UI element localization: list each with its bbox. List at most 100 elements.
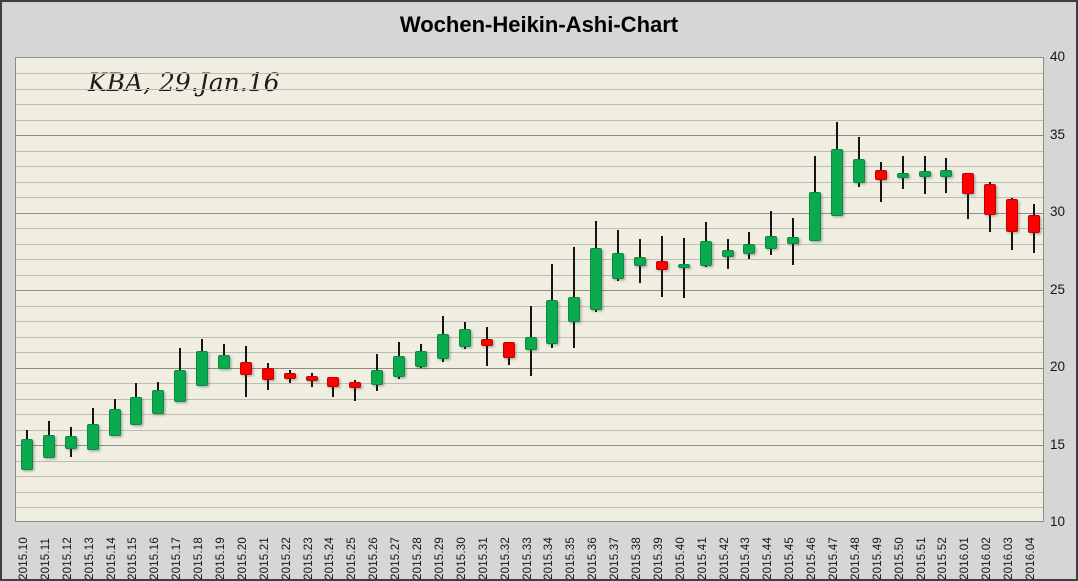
y-tick-label: 15 (1050, 436, 1066, 452)
x-tick-label: 2015.26 (368, 537, 381, 580)
gridline-minor (16, 274, 1043, 276)
candle-body-down (239, 361, 252, 375)
x-tick-label: 2015.16 (149, 537, 162, 580)
x-tick-label: 2015.48 (849, 537, 862, 580)
candle-body-up (852, 158, 865, 183)
candle-body-up (217, 354, 230, 369)
x-tick-label: 2015.31 (477, 537, 490, 580)
gridline-minor (16, 383, 1043, 384)
x-tick-label: 2015.11 (39, 537, 52, 580)
x-tick-label: 2015.32 (499, 537, 512, 580)
candle-body-up (152, 389, 165, 415)
x-tick-label: 2015.18 (193, 537, 206, 580)
x-tick-label: 2015.28 (412, 537, 425, 580)
gridline-minor (16, 228, 1043, 229)
candle-body-up (458, 329, 471, 348)
candle-body-up (546, 299, 559, 344)
y-tick-label: 20 (1050, 359, 1066, 374)
gridline-minor (16, 398, 1043, 400)
candle-body-up (371, 370, 384, 386)
gridline-minor (16, 150, 1043, 152)
gridline-major (16, 445, 1043, 446)
x-tick-label: 2016.01 (959, 537, 972, 580)
candle-body-up (174, 369, 187, 403)
candle-body-up (64, 436, 77, 450)
candle-wick (879, 161, 882, 203)
x-tick-label: 2015.37 (609, 537, 622, 580)
candle-wick (967, 172, 970, 220)
y-tick-label: 10 (1050, 514, 1066, 529)
candle-body-down (283, 373, 296, 379)
y-tick-label: 35 (1050, 126, 1066, 142)
x-tick-label: 2016.02 (981, 537, 994, 580)
x-tick-label: 2016.03 (1003, 537, 1016, 580)
candle-body-down (349, 381, 362, 389)
candle-wick (332, 377, 335, 398)
candle-body-up (721, 250, 734, 258)
candle-body-up (108, 409, 121, 437)
x-tick-label: 2015.43 (740, 537, 753, 580)
gridline-major (16, 290, 1043, 291)
candle-body-down (305, 375, 318, 382)
x-tick-label: 2015.30 (455, 537, 468, 580)
x-tick-label: 2015.15 (127, 537, 140, 580)
candle-body-up (918, 171, 931, 177)
x-tick-label: 2015.10 (17, 537, 30, 580)
x-tick-label: 2015.41 (696, 537, 709, 580)
candle-body-up (677, 264, 690, 269)
candle-body-up (196, 350, 209, 386)
gridline-major (16, 135, 1043, 136)
candle-body-up (633, 257, 646, 267)
candle-body-down (874, 170, 887, 181)
gridline-minor (16, 166, 1043, 167)
x-tick-label: 2015.50 (893, 537, 906, 580)
x-tick-label: 2015.33 (521, 537, 534, 580)
candle-body-up (130, 397, 143, 425)
x-tick-label: 2015.44 (762, 537, 775, 580)
gridline-minor (16, 429, 1043, 431)
candle-body-down (1028, 214, 1041, 234)
x-tick-label: 2015.49 (871, 537, 884, 580)
x-tick-label: 2016.04 (1025, 537, 1038, 580)
gridline-major (16, 212, 1043, 214)
x-tick-label: 2015.22 (280, 537, 293, 580)
gridline-minor (16, 243, 1043, 245)
x-tick-label: 2015.46 (806, 537, 819, 580)
candle-body-up (896, 172, 909, 179)
x-tick-label: 2015.14 (105, 537, 118, 580)
candle-body-down (502, 342, 515, 358)
y-tick-label: 25 (1050, 281, 1066, 297)
candle-wick (901, 155, 904, 189)
x-tick-label: 2015.25 (346, 537, 359, 580)
candle-body-up (568, 297, 581, 323)
candle-body-up (86, 423, 99, 451)
candle-body-up (524, 337, 537, 351)
y-tick-label: 40 (1050, 49, 1066, 64)
x-tick-label: 2015.47 (828, 537, 840, 580)
candle-body-up (436, 333, 449, 360)
x-tick-label: 2015.17 (171, 537, 184, 580)
candle-body-up (940, 170, 953, 177)
candle-body-up (612, 253, 625, 279)
x-tick-label: 2015.38 (630, 537, 643, 580)
candle-body-up (699, 240, 712, 266)
gridline-minor (16, 88, 1043, 90)
candle-body-down (480, 338, 493, 347)
candle-body-down (984, 183, 997, 216)
gridline-minor (16, 197, 1043, 198)
candle-body-up (831, 149, 843, 217)
x-tick-label: 2015.42 (718, 537, 731, 580)
gridline-minor (16, 259, 1043, 260)
x-tick-label: 2015.35 (565, 537, 578, 580)
x-tick-label: 2015.39 (652, 537, 665, 580)
candle-body-down (261, 368, 274, 381)
candle-body-up (20, 438, 33, 470)
candle-wick (485, 326, 488, 367)
x-tick-label: 2015.36 (587, 537, 600, 580)
x-tick-label: 2015.24 (324, 537, 337, 580)
x-tick-label: 2015.21 (258, 537, 271, 580)
gridline-minor (16, 414, 1043, 415)
x-tick-label: 2015.13 (83, 537, 96, 580)
x-tick-label: 2015.52 (937, 537, 950, 580)
